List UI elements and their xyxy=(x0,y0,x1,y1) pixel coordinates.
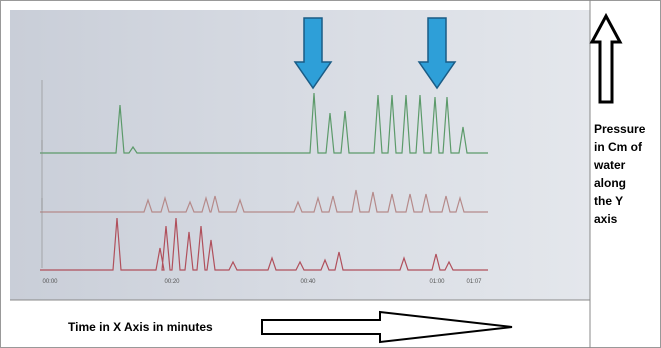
time-label: 01:00 xyxy=(429,279,445,285)
photo xyxy=(10,10,590,300)
time-label: 00:20 xyxy=(164,279,180,285)
y-axis-annotation: in Cm of xyxy=(594,140,643,154)
screenshot: Time in X Axis in minutes Pressure in Cm … xyxy=(0,0,661,348)
y-axis-annotation: axis xyxy=(594,212,618,226)
time-label: 00:40 xyxy=(300,279,316,285)
y-axis-annotation: along xyxy=(594,176,626,190)
y-axis-annotation: Pressure xyxy=(594,122,646,136)
y-axis-annotation: water xyxy=(593,158,626,172)
time-label: 00:00 xyxy=(42,279,58,285)
page: Time in X Axis in minutes Pressure in Cm … xyxy=(0,0,661,348)
x-axis-annotation: Time in X Axis in minutes xyxy=(68,320,213,334)
y-axis-annotation: the Y xyxy=(594,194,623,208)
time-label: 01:07 xyxy=(466,279,482,285)
